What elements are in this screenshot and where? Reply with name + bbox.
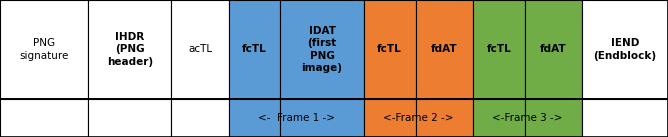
Bar	[0, 0, 668, 99]
Bar	[415, 99, 473, 137]
Bar	[228, 99, 281, 137]
Bar	[0, 0, 88, 99]
Bar	[473, 0, 524, 99]
Bar	[415, 0, 473, 99]
Bar	[172, 99, 228, 137]
Text: fdAT: fdAT	[431, 44, 458, 54]
Text: <-Frame 3 ->: <-Frame 3 ->	[492, 113, 562, 123]
Text: fcTL: fcTL	[242, 44, 267, 54]
Text: <-Frame 2 ->: <-Frame 2 ->	[383, 113, 454, 123]
Bar	[473, 99, 524, 137]
Bar	[281, 0, 363, 99]
Text: IEND
(Endblock): IEND (Endblock)	[593, 38, 657, 61]
Bar	[88, 0, 172, 99]
Bar	[0, 99, 668, 137]
Text: IHDR
(PNG
header): IHDR (PNG header)	[107, 32, 153, 67]
Bar	[228, 0, 281, 99]
Text: fdAT: fdAT	[540, 44, 566, 54]
Bar	[363, 0, 415, 99]
Text: fcTL: fcTL	[377, 44, 402, 54]
Bar	[88, 99, 172, 137]
Bar	[0, 99, 88, 137]
Text: fcTL: fcTL	[486, 44, 511, 54]
Bar	[363, 99, 415, 137]
Text: PNG
signature: PNG signature	[19, 38, 69, 61]
Text: IDAT
(first
PNG
image): IDAT (first PNG image)	[301, 26, 343, 73]
Bar	[172, 0, 228, 99]
Bar	[524, 0, 582, 99]
Bar	[524, 99, 582, 137]
Bar	[582, 0, 668, 99]
Text: <-  Frame 1 ->: <- Frame 1 ->	[258, 113, 335, 123]
Text: acTL: acTL	[188, 44, 212, 54]
Bar	[281, 99, 363, 137]
Bar	[582, 99, 668, 137]
